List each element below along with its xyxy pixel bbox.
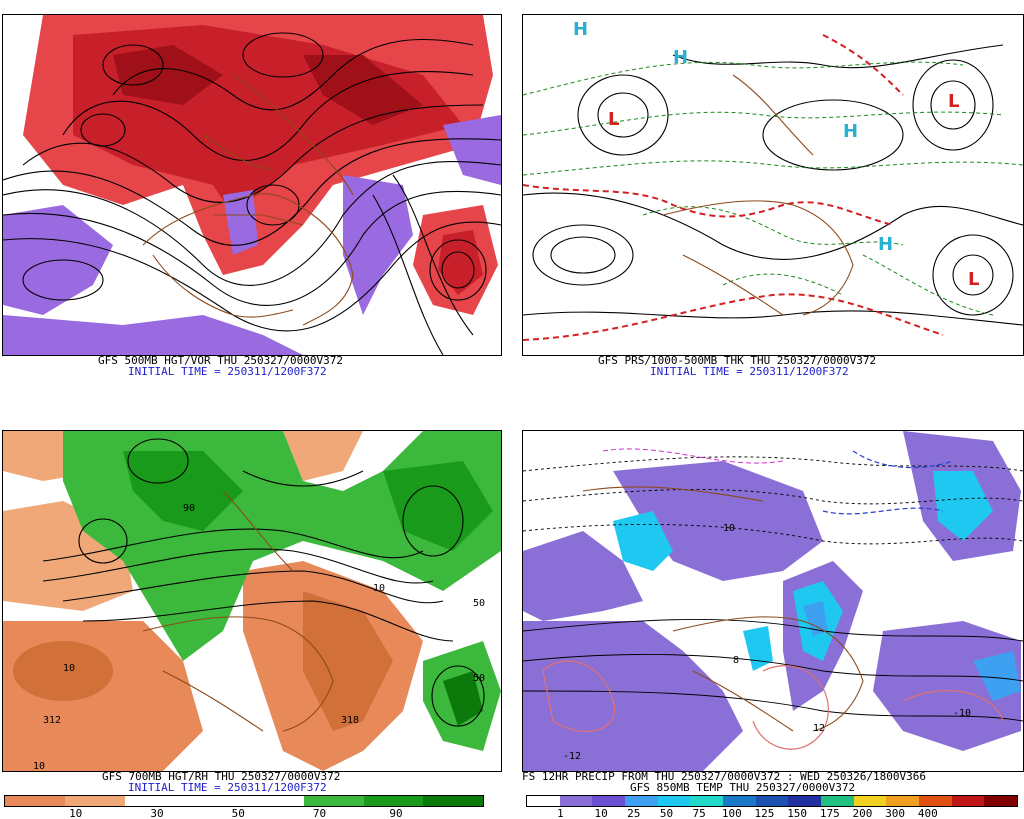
colorbar-swatch bbox=[559, 796, 593, 806]
colorbar-swatch bbox=[244, 796, 304, 806]
map-500mb bbox=[2, 14, 502, 356]
map-500mb-graphic bbox=[3, 15, 501, 355]
svg-text:8: 8 bbox=[733, 655, 739, 666]
svg-text:10: 10 bbox=[63, 663, 75, 674]
colorbar-tick-label: 70 bbox=[312, 807, 327, 819]
svg-text:10: 10 bbox=[373, 583, 385, 594]
colorbar-tick-label: 30 bbox=[150, 807, 164, 819]
colorbar-tick-label: 1 bbox=[556, 807, 564, 819]
colorbar-swatch bbox=[527, 796, 560, 806]
colorbar-swatch bbox=[423, 796, 483, 806]
colorbar-tick-label: 50 bbox=[659, 807, 674, 819]
map-pressure-graphic: L L L H H H H bbox=[523, 19, 1023, 341]
precip-colorbar bbox=[526, 795, 1018, 807]
colorbar-tick-label: 400 bbox=[917, 807, 938, 819]
colorbar-tick-label: 50 bbox=[231, 807, 245, 819]
colorbar-swatch bbox=[363, 796, 424, 806]
panel-500mb-hgt-vor: GFS 500MB HGT/VOR THU 250327/0000V372 IN… bbox=[0, 0, 512, 410]
colorbar-tick-label: 300 bbox=[885, 807, 906, 819]
caption-line1: GFS 700MB HGT/RH THU 250327/0000V372 bbox=[102, 770, 341, 783]
colorbar-swatch bbox=[690, 796, 724, 806]
colorbar-tick-label: 100 bbox=[721, 807, 742, 819]
colorbar-swatch bbox=[984, 796, 1018, 806]
colorbar-tick-label: 25 bbox=[627, 807, 641, 819]
colorbar-tick-label: 10 bbox=[69, 807, 83, 819]
caption-line1: FS 12HR PRECIP FROM THU 250327/0000V372 … bbox=[522, 770, 926, 783]
colorbar-swatch bbox=[124, 796, 185, 806]
svg-text:312: 312 bbox=[43, 715, 61, 726]
colorbar-swatch bbox=[625, 796, 658, 806]
colorbar-tick-label: 90 bbox=[389, 807, 403, 819]
colorbar-tick-label: 200 bbox=[852, 807, 873, 819]
map-precip: 10 -12 8 12 -10 bbox=[522, 430, 1024, 772]
caption-line2: GFS 850MB TEMP THU 250327/0000V372 bbox=[630, 781, 856, 794]
map-pressure: L L L H H H H bbox=[522, 14, 1024, 356]
caption-line1: GFS 500MB HGT/VOR THU 250327/0000V372 bbox=[98, 354, 344, 367]
caption-line2: INITIAL TIME = 250311/1200F372 bbox=[128, 365, 327, 378]
colorbar-swatch bbox=[788, 796, 822, 806]
colorbar-swatch bbox=[5, 796, 65, 806]
svg-text:H: H bbox=[673, 47, 688, 68]
caption-line2: INITIAL TIME = 250311/1200F372 bbox=[650, 365, 849, 378]
colorbar-swatch bbox=[853, 796, 887, 806]
svg-text:318: 318 bbox=[341, 715, 359, 726]
colorbar-swatch bbox=[657, 796, 691, 806]
caption-line1: GFS PRS/1000-500MB THK THU 250327/0000V3… bbox=[598, 354, 877, 367]
panel-pressure-thickness: L L L H H H H GFS PRS/1000-500MB THK THU… bbox=[512, 0, 1024, 410]
colorbar-swatch bbox=[184, 796, 244, 806]
caption-line2: INITIAL TIME = 250311/1200F372 bbox=[128, 781, 327, 794]
svg-text:10: 10 bbox=[723, 523, 735, 534]
colorbar-swatch bbox=[951, 796, 985, 806]
svg-text:50: 50 bbox=[473, 673, 485, 684]
svg-text:L: L bbox=[608, 109, 619, 130]
map-700mb-graphic: 312 318 10 10 50 50 10 90 bbox=[3, 431, 501, 771]
colorbar-tick-label: 150 bbox=[787, 807, 808, 819]
colorbar-tick-label: 125 bbox=[754, 807, 775, 819]
colorbar-swatch bbox=[303, 796, 364, 806]
colorbar-swatch bbox=[755, 796, 789, 806]
rh-colorbar-ticks: 10 30 50 70 90 bbox=[4, 807, 482, 819]
map-precip-graphic: 10 -12 8 12 -10 bbox=[523, 431, 1023, 771]
svg-text:H: H bbox=[843, 121, 858, 142]
svg-text:90: 90 bbox=[183, 503, 195, 514]
svg-text:12: 12 bbox=[813, 723, 825, 734]
colorbar-swatch bbox=[886, 796, 920, 806]
rh-colorbar bbox=[4, 795, 484, 807]
colorbar-swatch bbox=[723, 796, 756, 806]
colorbar-tick-label: 75 bbox=[692, 807, 706, 819]
svg-text:L: L bbox=[968, 269, 979, 290]
colorbar-swatch bbox=[64, 796, 125, 806]
colorbar-swatch bbox=[821, 796, 854, 806]
svg-text:-10: -10 bbox=[953, 708, 971, 719]
precip-colorbar-ticks: 1 10 25 50 75 100 125 150 175 200 300 400 bbox=[526, 807, 1016, 819]
svg-text:50: 50 bbox=[473, 598, 485, 609]
svg-text:H: H bbox=[573, 19, 588, 40]
svg-text:H: H bbox=[878, 234, 893, 255]
colorbar-swatch bbox=[592, 796, 626, 806]
colorbar-tick-label: 175 bbox=[819, 807, 840, 819]
svg-text:-12: -12 bbox=[563, 751, 581, 762]
panel-precip-850mb-temp: 10 -12 8 12 -10 FS 12HR PRECIP FROM THU … bbox=[512, 410, 1024, 819]
colorbar-swatch bbox=[919, 796, 952, 806]
svg-text:10: 10 bbox=[33, 761, 45, 771]
panel-700mb-hgt-rh: 312 318 10 10 50 50 10 90 GFS 700MB HGT/… bbox=[0, 410, 512, 819]
colorbar-tick-label: 10 bbox=[594, 807, 608, 819]
svg-text:L: L bbox=[948, 91, 959, 112]
map-700mb: 312 318 10 10 50 50 10 90 bbox=[2, 430, 502, 772]
